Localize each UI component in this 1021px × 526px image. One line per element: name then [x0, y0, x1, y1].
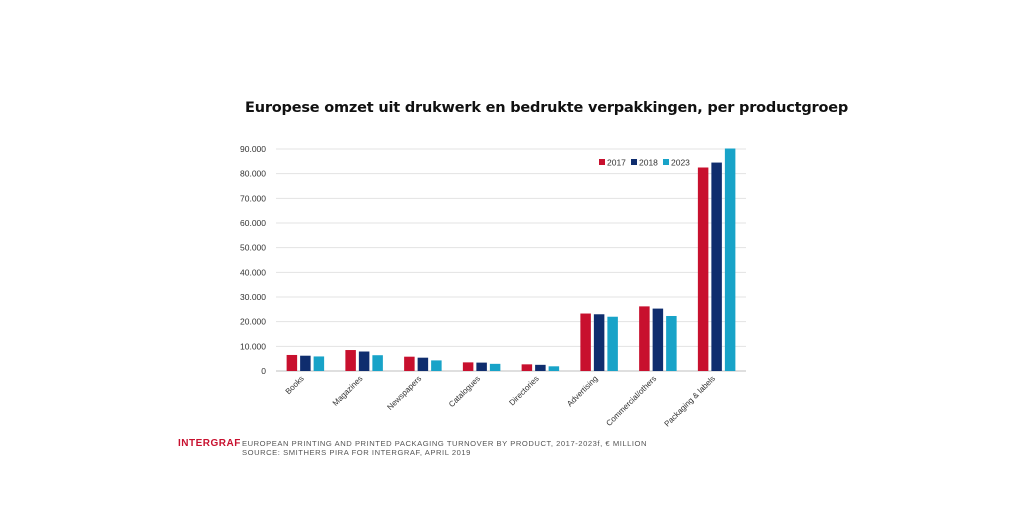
x-axis-category-labels: Books Magazines Newspapers Catalogues Direct… [284, 374, 717, 428]
legend-label-2018: 2018 [639, 158, 658, 168]
bar-2018-directories [535, 364, 546, 371]
bar-2017-advertising [580, 313, 591, 371]
y-tick-label: 10.000 [240, 341, 266, 351]
source-caption-line-1: EUROPEAN PRINTING AND PRINTED PACKAGING … [242, 439, 648, 448]
bar-2023-books [313, 356, 325, 371]
y-tick-label: 50.000 [240, 243, 266, 253]
bar-2023-packaging-labels [724, 148, 736, 371]
x-category-label: Commercial/others [604, 374, 658, 428]
y-tick-label: 40.000 [240, 267, 266, 277]
legend-label-2017: 2017 [607, 158, 626, 168]
bar-2018-magazines [358, 351, 370, 371]
bar-2018-catalogues [476, 362, 487, 371]
x-category-label: Magazines [331, 374, 365, 408]
x-category-label: Newspapers [385, 374, 423, 412]
bar-2023-directories [548, 366, 560, 371]
bar-2017-packaging-labels [697, 167, 709, 371]
bar-2018-commercial-others [652, 308, 664, 371]
legend-swatch-2023 [663, 159, 669, 165]
brand-logo-text: INTERGRAF [178, 438, 241, 449]
bar-2017-books [286, 354, 298, 371]
y-axis-tick-labels: 0 10.000 20.000 30.000 40.000 50.000 60.000 70.… [240, 144, 266, 376]
x-category-label: Packaging & labels [663, 374, 717, 428]
bar-2017-catalogues [462, 362, 474, 371]
y-tick-label: 80.000 [240, 169, 266, 179]
x-category-label: Catalogues [447, 374, 482, 409]
y-tick-label: 30.000 [240, 292, 266, 302]
source-caption-line-2: SOURCE: SMITHERS PIRA FOR INTERGRAF, APR… [242, 448, 471, 457]
legend-swatch-2018 [631, 159, 637, 165]
bar-2017-directories [521, 364, 533, 371]
x-category-label: Advertising [565, 374, 599, 408]
bar-2018-newspapers [417, 357, 429, 371]
y-tick-label: 90.000 [240, 144, 266, 154]
chart-title: Europese omzet uit drukwerk en bedrukte … [245, 100, 849, 116]
bar-2023-newspapers [431, 360, 442, 371]
x-category-label: Directories [507, 374, 540, 407]
bar-2023-magazines [372, 355, 383, 371]
bar-2017-commercial-others [639, 306, 650, 371]
legend-label-2023: 2023 [671, 158, 690, 168]
bar-2023-commercial-others [666, 315, 677, 371]
bar-2023-advertising [607, 316, 618, 371]
y-tick-label: 60.000 [240, 218, 266, 228]
bar-2017-magazines [345, 350, 356, 371]
y-tick-label: 0 [261, 366, 266, 376]
legend-swatch-2017 [599, 159, 605, 165]
legend: 2017 2018 2023 [599, 158, 690, 168]
bars [286, 148, 736, 371]
bar-2018-advertising [593, 314, 605, 371]
y-tick-label: 70.000 [240, 193, 266, 203]
bar-2017-newspapers [404, 356, 415, 371]
bar-2018-books [300, 355, 311, 371]
y-tick-label: 20.000 [240, 317, 266, 327]
x-category-label: Books [284, 374, 306, 396]
bar-2018-packaging-labels [711, 162, 722, 371]
bar-2023-catalogues [489, 363, 501, 371]
